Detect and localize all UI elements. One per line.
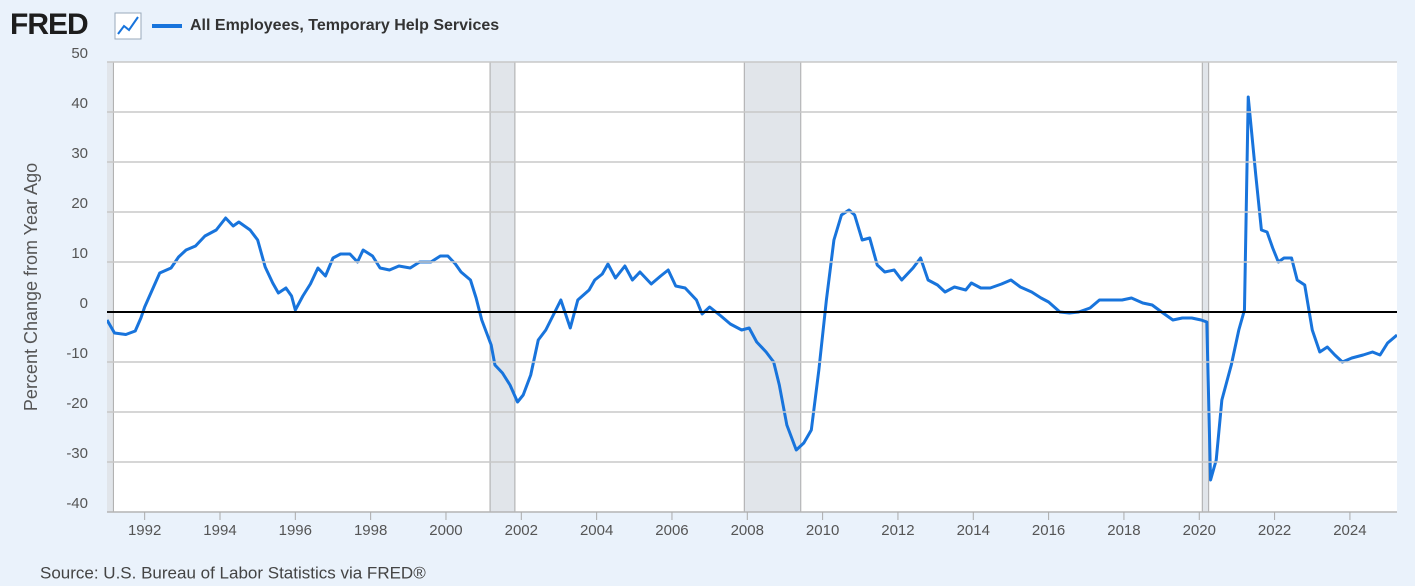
recession: [743, 62, 802, 512]
x-tick-label: 2004: [580, 522, 613, 539]
x-tick-label: 2012: [881, 522, 914, 539]
y-axis-label: Percent Change from Year Ago: [21, 163, 41, 411]
x-tick-label: 1994: [203, 522, 236, 539]
x-tick-label: 2010: [806, 522, 839, 539]
recession: [489, 62, 516, 512]
legend-label: All Employees, Temporary Help Services: [190, 17, 499, 34]
y-tick-label: -20: [66, 395, 88, 412]
x-tick-label: 2008: [731, 522, 764, 539]
x-tick-label: 2000: [429, 522, 462, 539]
x-tick-label: 2024: [1333, 522, 1366, 539]
plot-clip: [107, 62, 1397, 512]
y-tick-label: -40: [66, 495, 88, 512]
x-tick-label: 1992: [128, 522, 161, 539]
x-tick-label: 2002: [505, 522, 538, 539]
x-tick-label: 2018: [1107, 522, 1140, 539]
x-tick-label: 1996: [279, 522, 312, 539]
y-tick-label: -10: [66, 345, 88, 362]
y-tick-label: 40: [71, 95, 88, 112]
series-line: [107, 95, 1397, 482]
y-tick-label: 10: [71, 245, 88, 262]
recession: [107, 62, 114, 512]
y-tick-label: 20: [71, 195, 88, 212]
x-tick-label: 1998: [354, 522, 387, 539]
logo: FRED: [10, 8, 88, 41]
y-tick-label: 0: [80, 295, 88, 312]
y-tick-label: 30: [71, 145, 88, 162]
recession: [1201, 62, 1210, 512]
x-tick-label: 2006: [655, 522, 688, 539]
y-tick-label: 50: [71, 45, 88, 62]
x-tick-label: 2022: [1258, 522, 1291, 539]
source: Source: U.S. Bureau of Labor Statistics …: [40, 563, 426, 582]
logo-icon: [114, 12, 142, 40]
y-tick-label: -30: [66, 445, 88, 462]
x-tick-label: 2020: [1183, 522, 1216, 539]
x-tick-label: 2014: [957, 522, 990, 539]
x-tick-label: 2016: [1032, 522, 1065, 539]
